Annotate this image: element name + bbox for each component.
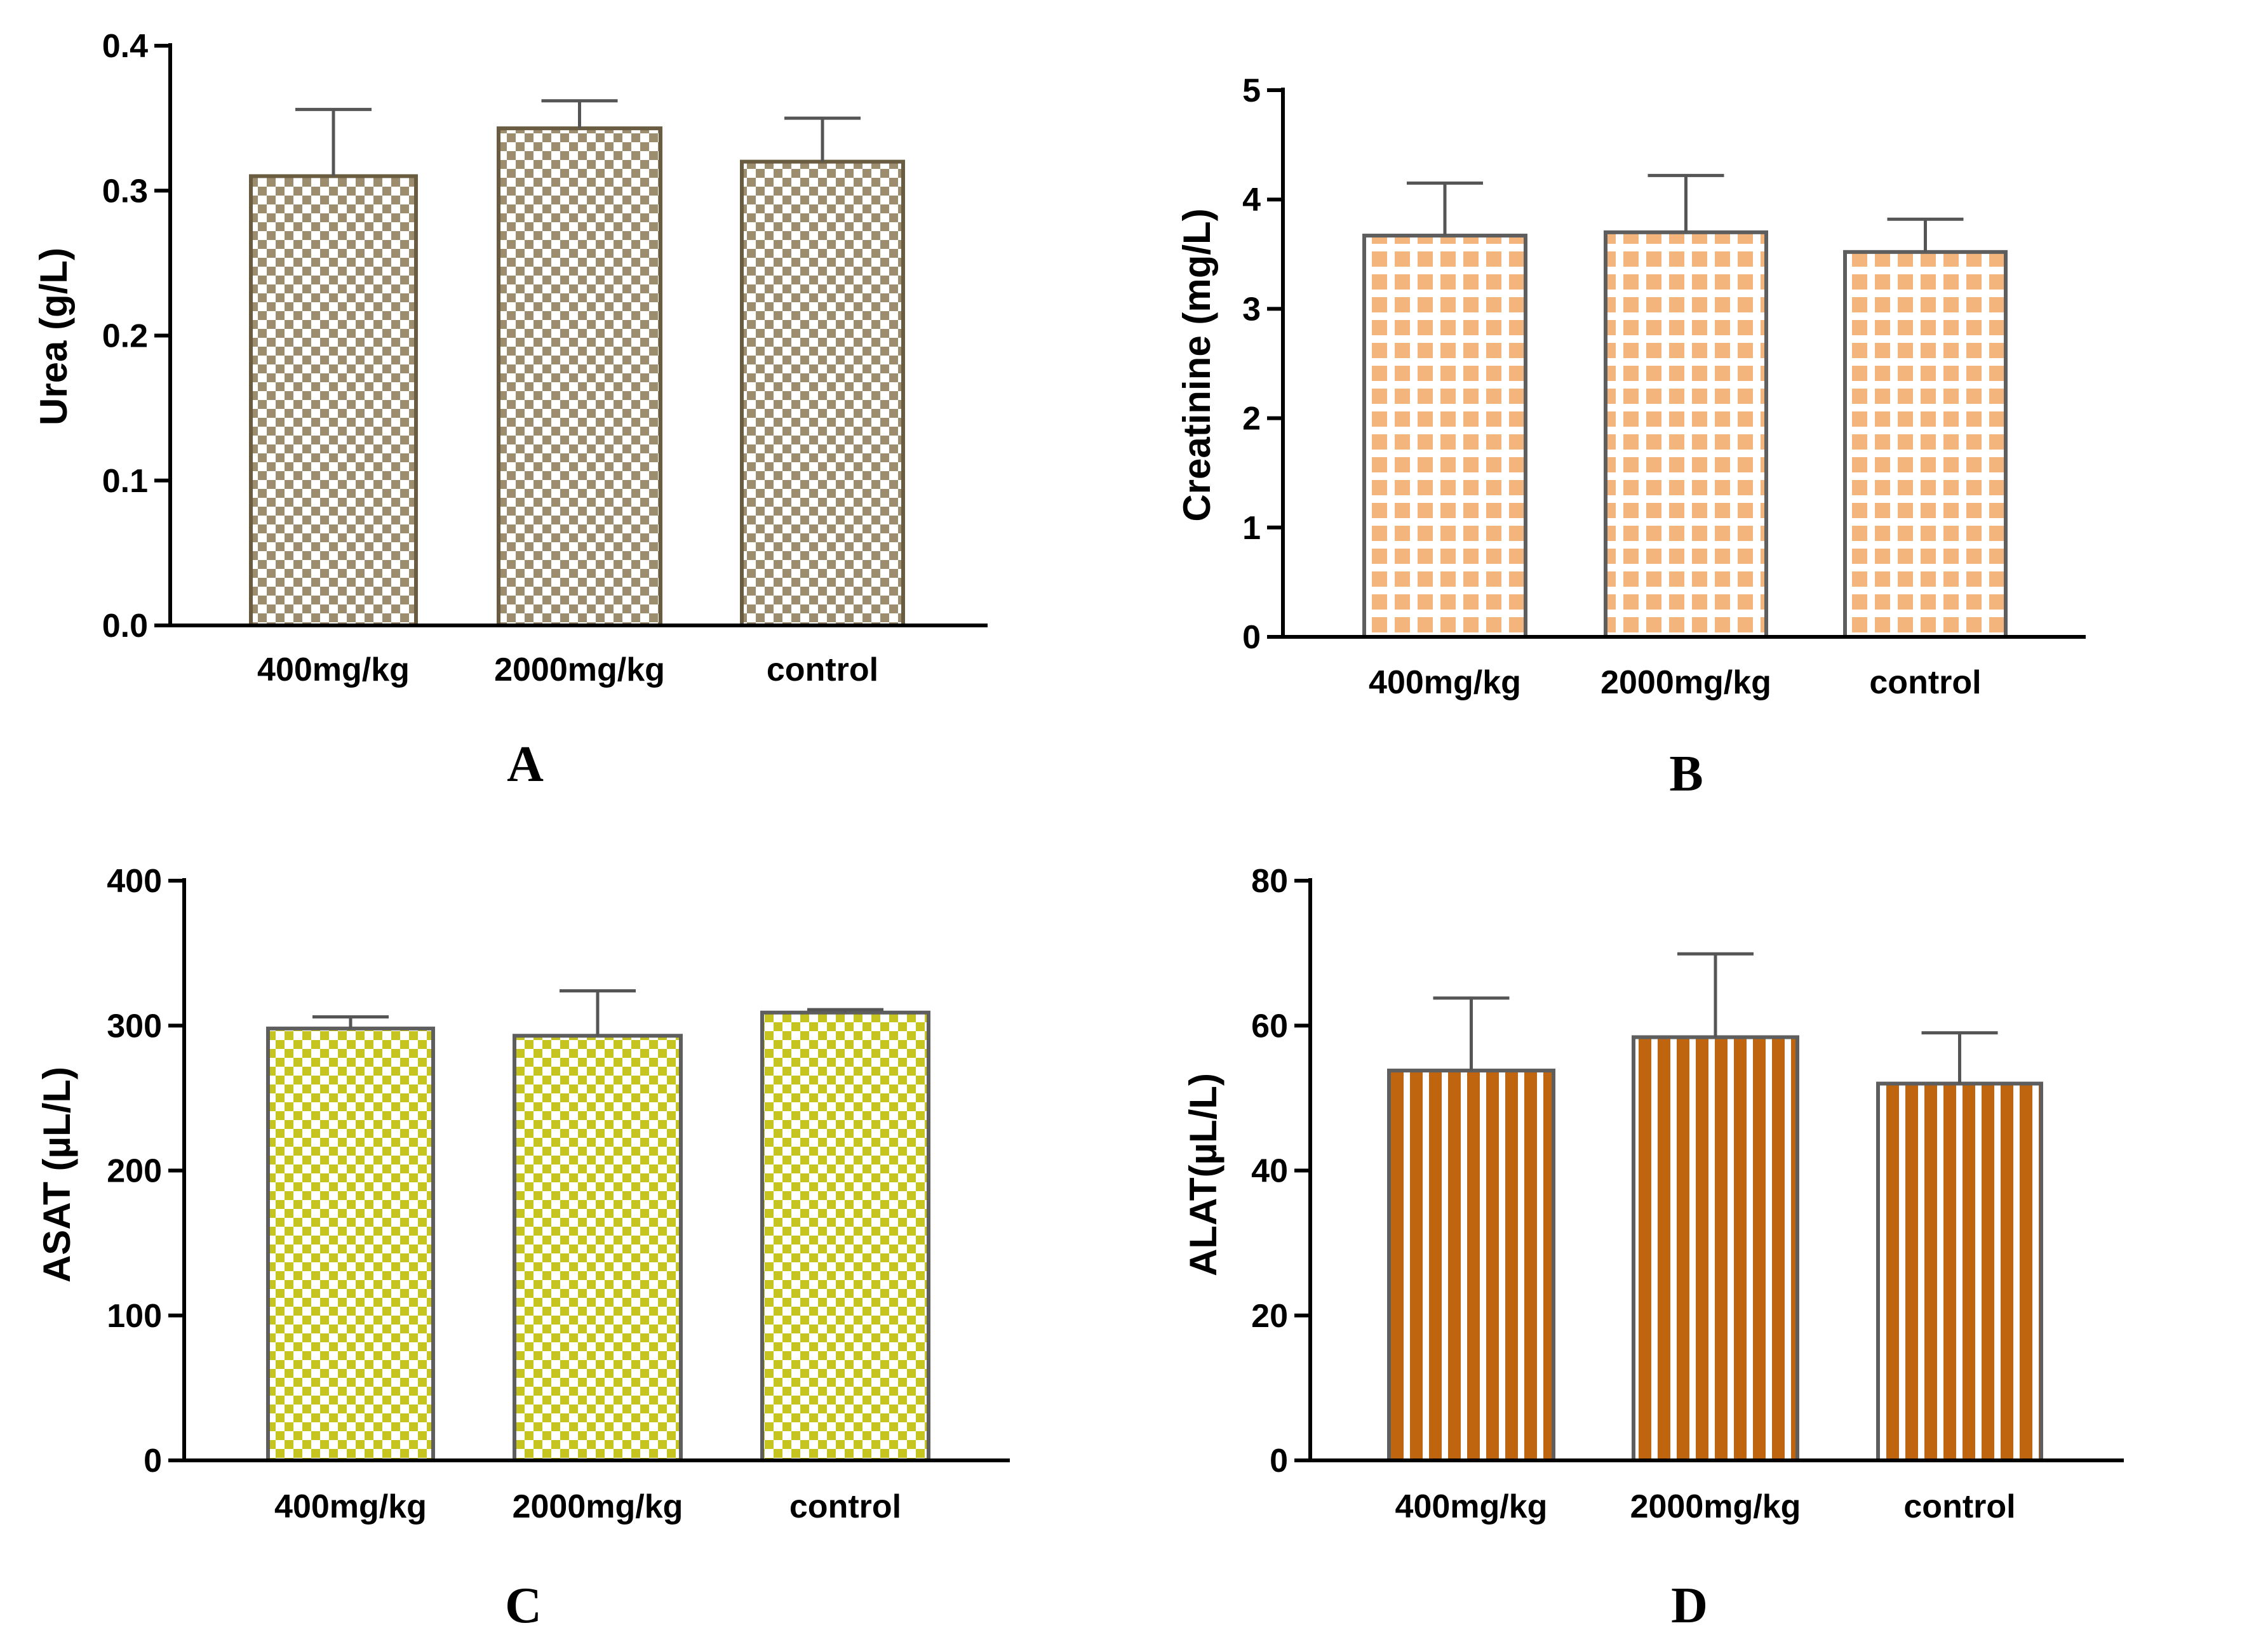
x-tick-label-b-2: 2000mg/kg [1600, 664, 1771, 701]
chart-area-c: 400mg/kg 2000mg/kg control 0 100 200 300 400 [107, 863, 1010, 1525]
y-tick-label-a-2: 0.2 [102, 318, 148, 355]
y-axis-label-a: Urea (g/L) [32, 248, 75, 425]
y-tick-label-b-4: 4 [1242, 182, 1261, 218]
y-tick-label-c-4: 400 [107, 863, 162, 900]
x-tick-label-d-3: control [1903, 1488, 2015, 1525]
bar-d-1 [1387, 1069, 1555, 1462]
panel-d: 400mg/kg 2000mg/kg control 0 20 40 60 80 ALAT(µ… [1182, 863, 2124, 1634]
x-tick-label-c-1: 400mg/kg [274, 1488, 427, 1525]
y-axis-label-c: ASAT (µL/L) [36, 1067, 78, 1283]
y-tick-label-d-1: 20 [1251, 1298, 1288, 1335]
y-tick-label-b-3: 3 [1242, 291, 1261, 328]
x-tick-label-a-1: 400mg/kg [257, 651, 410, 688]
bar-b-2 [1604, 230, 1768, 639]
y-tick-label-d-2: 40 [1251, 1153, 1288, 1190]
bar-c-2 [513, 1034, 683, 1463]
panel-letter-b: B [1669, 746, 1703, 802]
bar-b-3 [1843, 250, 2008, 639]
y-axis-label-d: ALAT(µL/L) [1182, 1073, 1225, 1276]
x-tick-label-a-3: control [767, 651, 878, 688]
panel-c: 400mg/kg 2000mg/kg control 0 100 200 300 400 AS… [36, 863, 1010, 1634]
x-tick-label-b-1: 400mg/kg [1369, 664, 1521, 701]
x-tick-label-c-3: control [789, 1488, 901, 1525]
x-tick-label-d-2: 2000mg/kg [1630, 1488, 1801, 1525]
bar-c-3 [760, 1010, 930, 1462]
bar-a-1 [249, 174, 418, 627]
y-tick-label-a-0: 0.0 [102, 608, 148, 644]
x-tick-label-a-2: 2000mg/kg [494, 651, 665, 688]
bar-b-1 [1362, 234, 1527, 639]
panel-letter-a: A [507, 737, 544, 792]
chart-area-b: 400mg/kg 2000mg/kg control 0 1 2 3 4 5 [1242, 72, 2086, 701]
bar-d-2 [1632, 1035, 1799, 1462]
bar-a-3 [740, 159, 905, 628]
x-tick-label-c-2: 2000mg/kg [513, 1488, 683, 1525]
x-tick-label-b-3: control [1869, 664, 1981, 701]
y-tick-label-d-4: 80 [1251, 863, 1288, 900]
y-tick-label-d-3: 60 [1251, 1008, 1288, 1044]
panel-a: 400mg/kg 2000mg/kg control0.00.10.20.30.4 … [32, 28, 988, 792]
bar-a-2 [497, 126, 662, 628]
bar-d-3 [1876, 1081, 2043, 1463]
y-tick-label-a-1: 0.1 [102, 463, 148, 500]
chart-area-d: 400mg/kg 2000mg/kg control 0 20 40 60 80 [1251, 863, 2124, 1525]
y-tick-label-b-2: 2 [1242, 401, 1261, 437]
y-tick-label-a-4: 0.4 [102, 28, 148, 65]
panel-b: 400mg/kg 2000mg/kg control 0 1 2 3 4 5 Creatinin… [1176, 72, 2086, 802]
x-tick-label-d-1: 400mg/kg [1395, 1488, 1548, 1525]
y-tick-label-c-1: 100 [107, 1298, 162, 1335]
y-tick-label-c-3: 300 [107, 1008, 162, 1044]
y-tick-label-b-5: 5 [1242, 72, 1261, 109]
y-tick-label-a-3: 0.3 [102, 173, 148, 210]
y-tick-label-b-0: 0 [1242, 619, 1261, 656]
y-tick-label-b-1: 1 [1242, 510, 1261, 547]
y-tick-label-c-0: 0 [144, 1443, 162, 1479]
bar-c-1 [266, 1026, 435, 1462]
y-tick-label-d-0: 0 [1270, 1443, 1288, 1479]
panel-letter-d: D [1671, 1578, 1708, 1634]
chart-area-a: 400mg/kg 2000mg/kg control 0.0 0.1 0.2 0.3 0.4 [102, 28, 988, 688]
panel-letter-c: C [505, 1578, 542, 1634]
y-tick-label-c-2: 200 [107, 1153, 162, 1190]
y-axis-label-b: Creatinine (mg/L) [1176, 208, 1218, 521]
